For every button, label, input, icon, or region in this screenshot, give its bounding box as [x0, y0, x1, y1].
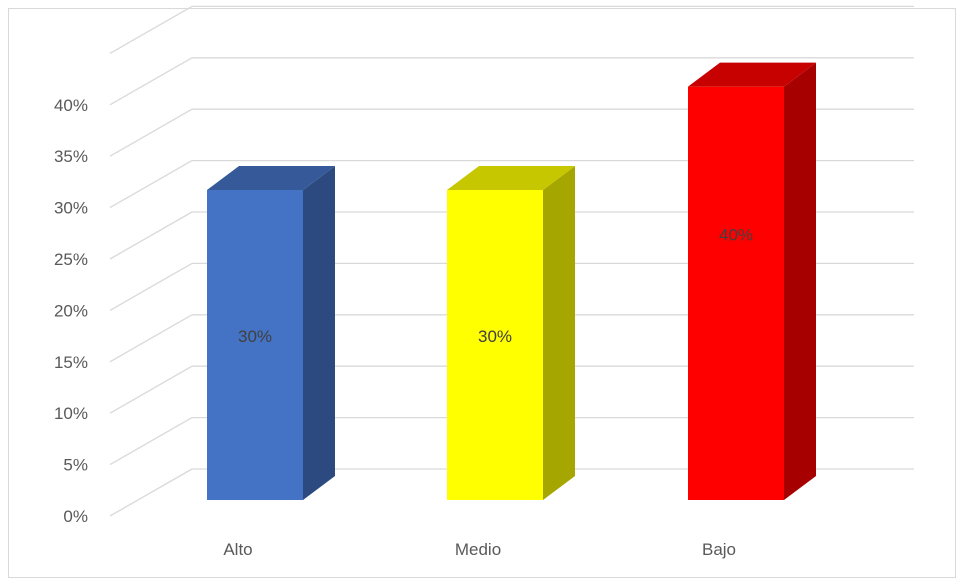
- gridline-side: [109, 417, 193, 466]
- y-tick-label: 20%: [54, 301, 88, 320]
- bar-top-bajo: [688, 62, 816, 87]
- bar-alto: [207, 190, 303, 500]
- x-category-label: Alto: [223, 540, 252, 559]
- bar-bajo: [688, 86, 784, 501]
- gridline-side: [109, 5, 193, 54]
- bar-medio: [447, 190, 543, 500]
- bar-side-medio: [543, 166, 575, 500]
- y-axis-ticks: 0% 5% 10% 15% 20% 25% 30% 35% 40%: [54, 96, 88, 526]
- gridline-side: [109, 314, 193, 363]
- y-tick-label: 0%: [63, 507, 88, 526]
- bar-top-alto: [207, 166, 335, 190]
- gridline-side: [109, 160, 193, 209]
- bar-side-bajo: [784, 62, 816, 501]
- y-tick-label: 30%: [54, 199, 88, 218]
- x-category-label: Medio: [455, 540, 501, 559]
- y-tick-label: 5%: [63, 456, 88, 475]
- x-axis-categories: Alto Medio Bajo: [223, 540, 736, 559]
- y-tick-label: 15%: [54, 353, 88, 372]
- gridline-side: [109, 57, 193, 106]
- bar-side-alto: [303, 166, 335, 500]
- data-label: 40%: [719, 225, 753, 244]
- data-labels: 30% 30% 40%: [238, 225, 753, 346]
- y-tick-label: 10%: [54, 404, 88, 423]
- gridline-side: [109, 468, 193, 517]
- y-tick-label: 25%: [54, 250, 88, 269]
- bar-top-medio: [447, 166, 575, 190]
- gridline-side: [109, 262, 193, 311]
- y-tick-label: 35%: [54, 147, 88, 166]
- bars: [207, 62, 816, 501]
- data-label: 30%: [238, 327, 272, 346]
- data-label: 30%: [478, 327, 512, 346]
- chart-frame: [8, 8, 956, 578]
- gridline-side: [109, 108, 193, 157]
- y-tick-label: 40%: [54, 96, 88, 115]
- gridline-side: [109, 365, 193, 414]
- x-category-label: Bajo: [702, 540, 736, 559]
- gridline-side: [109, 211, 193, 260]
